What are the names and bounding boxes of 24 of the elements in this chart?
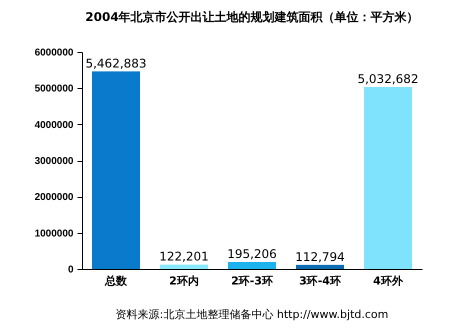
y-tick-label: 0 bbox=[68, 264, 74, 276]
x-tick-label: 3环-4环 bbox=[299, 274, 341, 288]
data-label: 5,032,682 bbox=[357, 72, 419, 86]
y-tick-label: 2000000 bbox=[34, 192, 74, 204]
data-label: 195,206 bbox=[227, 246, 277, 261]
data-label: 112,794 bbox=[295, 250, 345, 264]
chart-title: 2004年北京市公开出让土地的规划建筑面积（单位：平方米） bbox=[85, 10, 419, 24]
x-tick-label: 2环-3环 bbox=[231, 274, 273, 288]
x-tick-label: 4环外 bbox=[373, 274, 404, 288]
bar bbox=[296, 264, 344, 269]
y-tick-label: 6000000 bbox=[34, 48, 74, 58]
y-tick-label: 1000000 bbox=[34, 228, 74, 240]
x-tick-label: 总数 bbox=[104, 274, 128, 288]
data-label: 122,201 bbox=[159, 250, 209, 264]
y-tick-label: 4000000 bbox=[34, 120, 74, 131]
y-tick-label: 5000000 bbox=[34, 84, 74, 95]
y-tick-label: 3000000 bbox=[34, 156, 74, 167]
bar bbox=[364, 86, 412, 269]
bar bbox=[160, 264, 208, 269]
bar bbox=[92, 71, 140, 269]
text: 资料来源:北京土地整理储备中心 http://www.bjtd.com bbox=[116, 308, 388, 321]
x-tick-label: 2环内 bbox=[169, 274, 199, 288]
bar bbox=[228, 262, 276, 269]
data-label: 5,462,883 bbox=[85, 56, 147, 70]
